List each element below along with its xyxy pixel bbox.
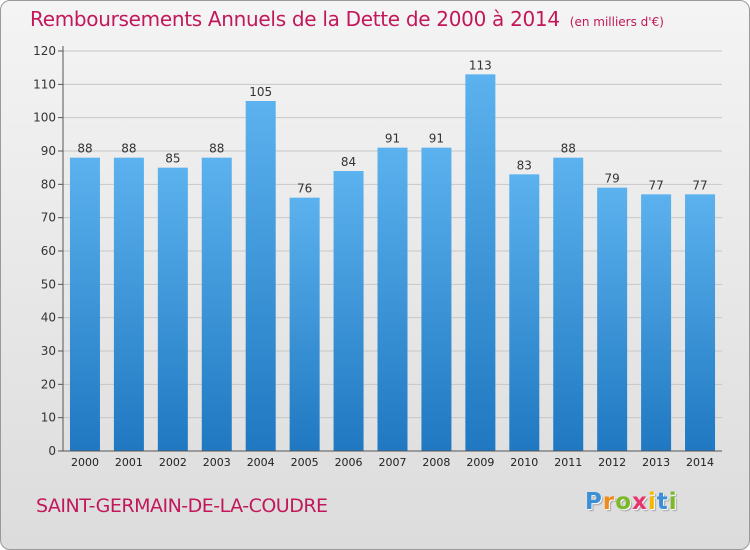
bar-2009: [465, 74, 496, 451]
bar-2011: [553, 157, 584, 451]
y-tick-label: 100: [33, 111, 56, 125]
bar-2003: [201, 157, 232, 451]
x-tick-label-2004: 2004: [247, 456, 275, 469]
logo-letter: P: [585, 489, 603, 515]
x-tick-label-2014: 2014: [686, 456, 714, 469]
bar-2005: [289, 197, 320, 451]
x-tick-label-2002: 2002: [159, 456, 187, 469]
x-tick-label-2005: 2005: [291, 456, 319, 469]
value-label-2011: 88: [561, 142, 576, 156]
bar-2002: [157, 167, 188, 451]
value-label-2012: 79: [605, 172, 620, 186]
x-tick-label-2011: 2011: [554, 456, 582, 469]
value-label-2010: 83: [517, 158, 532, 172]
logo-letter: o: [615, 489, 633, 515]
value-label-2005: 76: [297, 182, 312, 196]
bar-2008: [421, 147, 452, 451]
chart-title: Remboursements Annuels de la Dette de 20…: [30, 7, 664, 31]
value-label-2000: 88: [77, 142, 92, 156]
x-tick-label-2000: 2000: [71, 456, 99, 469]
y-tick-label: 10: [41, 411, 56, 425]
y-tick-label: 70: [41, 211, 56, 225]
commune-name: SAINT-GERMAIN-DE-LA-COUDRE: [36, 495, 328, 517]
bar-2007: [377, 147, 408, 451]
value-label-2004: 105: [249, 85, 272, 99]
x-tick-label-2001: 2001: [115, 456, 143, 469]
value-label-2002: 85: [165, 152, 180, 166]
x-tick-label-2006: 2006: [335, 456, 363, 469]
logo-letter: x: [632, 489, 648, 515]
logo-letter: i: [668, 489, 678, 515]
bar-2006: [333, 171, 364, 451]
y-tick-label: 40: [41, 311, 56, 325]
bar-2013: [641, 194, 672, 452]
x-tick-label-2007: 2007: [379, 456, 407, 469]
y-tick-label: 30: [41, 344, 56, 358]
x-tick-label-2013: 2013: [642, 456, 670, 469]
y-tick-label: 80: [41, 177, 56, 191]
bar-2012: [597, 187, 628, 451]
chart-subtitle: (en milliers d'€): [569, 15, 664, 29]
proxiti-logo: Proxiti: [585, 489, 678, 515]
value-label-2014: 77: [692, 178, 707, 192]
value-label-2007: 91: [385, 132, 400, 146]
logo-letter: i: [647, 489, 657, 515]
y-tick-label: 0: [48, 444, 56, 458]
x-tick-label-2003: 2003: [203, 456, 231, 469]
y-tick-label: 20: [41, 377, 56, 391]
logo-letter: t: [656, 489, 669, 515]
value-label-2003: 88: [209, 142, 224, 156]
y-tick-label: 60: [41, 244, 56, 258]
x-tick-label-2009: 2009: [466, 456, 494, 469]
logo-letter: r: [602, 489, 616, 515]
bar-2014: [685, 194, 716, 452]
y-tick-label: 90: [41, 144, 56, 158]
y-tick-label: 50: [41, 277, 56, 291]
y-tick-label: 110: [33, 77, 56, 91]
y-tick-label: 120: [33, 44, 56, 58]
value-label-2009: 113: [469, 58, 492, 72]
bar-2010: [509, 174, 540, 452]
value-label-2001: 88: [121, 142, 136, 156]
value-label-2006: 84: [341, 155, 356, 169]
bar-2004: [245, 101, 276, 451]
x-tick-label-2010: 2010: [510, 456, 538, 469]
value-label-2013: 77: [648, 178, 663, 192]
bar-2000: [69, 157, 100, 451]
bar-2001: [113, 157, 144, 451]
x-tick-label-2008: 2008: [422, 456, 450, 469]
x-tick-label-2012: 2012: [598, 456, 626, 469]
value-label-2008: 91: [429, 132, 444, 146]
